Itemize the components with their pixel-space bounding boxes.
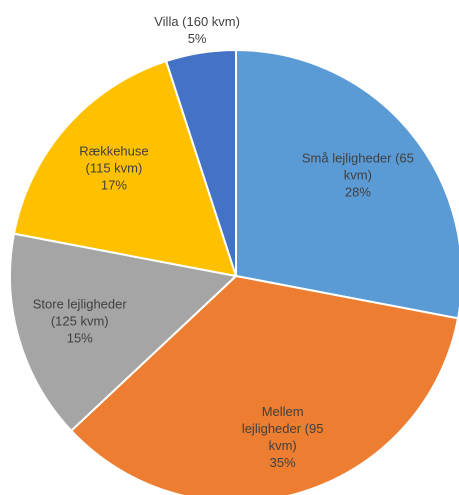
pie-slice (69, 274, 459, 495)
pie-slice (9, 232, 239, 433)
slice-label: Mellem lejligheder (95 kvm) 35% (233, 403, 333, 471)
pie-slice (12, 59, 238, 278)
value-label: 17% (100, 177, 127, 193)
value-label: 28% (344, 184, 371, 200)
pie-slice (235, 48, 459, 320)
value-label: 35% (269, 454, 296, 470)
slice-label: Små lejligheder (65 kvm) 28% (293, 150, 423, 201)
category-label: Villa (160 kvm) (154, 14, 240, 30)
category-label: Mellem lejligheder (95 kvm) (241, 403, 324, 453)
pie-slice (164, 48, 237, 277)
slice-label: Villa (160 kvm) 5% (127, 13, 267, 47)
category-label: Rækkehuse (115 kvm) (79, 143, 149, 176)
slice-label: Rækkehuse (115 kvm) 17% (74, 143, 154, 194)
category-label: Store lejligheder (125 kvm) (32, 296, 127, 329)
value-label: 15% (66, 330, 93, 346)
slice-label: Store lejligheder (125 kvm) 15% (27, 296, 132, 347)
value-label: 5% (187, 31, 207, 47)
category-label: Små lejligheder (65 kvm) (301, 150, 414, 183)
